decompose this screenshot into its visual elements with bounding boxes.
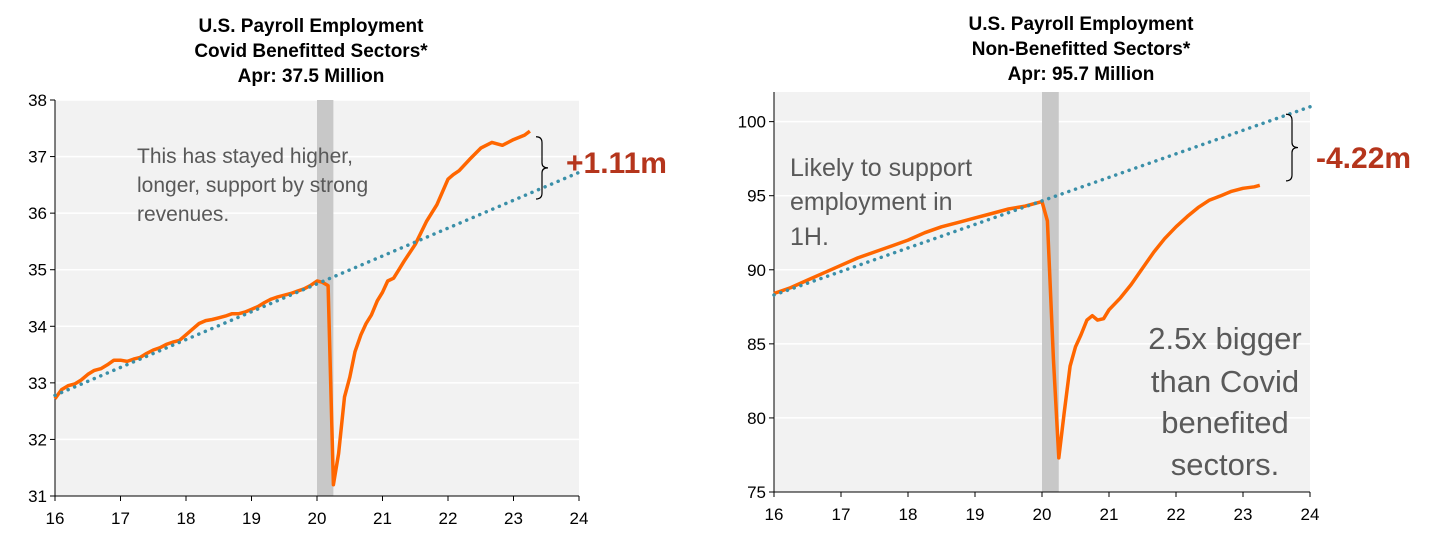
x-tick-label: 22 bbox=[1167, 505, 1186, 524]
y-tick-label: 80 bbox=[747, 409, 766, 428]
x-tick-label: 17 bbox=[111, 509, 130, 528]
covid-benefitted-chart: U.S. Payroll Employment Covid Benefitted… bbox=[28, 16, 667, 528]
annotation2-line-2: than Covid bbox=[1151, 364, 1299, 399]
gap-bracket bbox=[535, 136, 549, 200]
x-tick-label: 23 bbox=[1234, 505, 1253, 524]
chart-title-line-3: Apr: 37.5 Million bbox=[238, 66, 385, 87]
annotation-line-3: revenues. bbox=[137, 203, 229, 226]
x-tick-label: 17 bbox=[832, 505, 851, 524]
y-tick-label: 35 bbox=[28, 261, 47, 280]
x-tick-label: 23 bbox=[504, 509, 523, 528]
x-tick-label: 19 bbox=[966, 505, 985, 524]
chart-title-line-3: Apr: 95.7 Million bbox=[1008, 64, 1155, 85]
annotation-line-2: employment in bbox=[790, 188, 953, 216]
y-tick-label: 90 bbox=[747, 261, 766, 280]
annotation-line-1: This has stayed higher, bbox=[137, 145, 353, 168]
y-tick-label: 34 bbox=[28, 317, 47, 336]
y-tick-label: 100 bbox=[738, 113, 766, 132]
chart-title-line-2: Covid Benefitted Sectors* bbox=[194, 41, 428, 62]
y-tick-label: 85 bbox=[747, 335, 766, 354]
trend-line bbox=[53, 170, 581, 398]
annotation2-line-4: sectors. bbox=[1171, 447, 1280, 482]
x-tick-label: 20 bbox=[308, 509, 327, 528]
annotation-line-2: longer, support by strong bbox=[137, 174, 368, 197]
gap-bracket bbox=[1285, 113, 1299, 182]
y-tick-label: 36 bbox=[28, 204, 47, 223]
y-tick-label: 33 bbox=[28, 374, 47, 393]
delta-label: +1.11m bbox=[566, 147, 667, 180]
x-tick-label: 19 bbox=[242, 509, 261, 528]
y-tick-label: 95 bbox=[747, 187, 766, 206]
employment-line bbox=[53, 129, 531, 487]
y-tick-label: 75 bbox=[747, 483, 766, 502]
x-tick-label: 16 bbox=[46, 509, 65, 528]
non-benefitted-chart: U.S. Payroll Employment Non-Benefitted S… bbox=[738, 14, 1411, 524]
chart-title-line-2: Non-Benefitted Sectors* bbox=[972, 39, 1191, 60]
employment-line bbox=[773, 183, 1261, 460]
x-tick-label: 21 bbox=[373, 509, 392, 528]
x-tick-label: 24 bbox=[1301, 505, 1320, 524]
x-tick-label: 18 bbox=[899, 505, 918, 524]
covid-recession-band bbox=[317, 100, 334, 496]
annotation-line-3: 1H. bbox=[790, 223, 829, 251]
chart-title-line-1: U.S. Payroll Employment bbox=[199, 16, 425, 37]
y-tick-label: 32 bbox=[28, 430, 47, 449]
y-tick-label: 37 bbox=[28, 148, 47, 167]
y-tick-label: 38 bbox=[28, 91, 47, 110]
trend-line bbox=[772, 105, 1312, 297]
annotation2-line-1: 2.5x bigger bbox=[1148, 321, 1301, 356]
x-tick-label: 22 bbox=[439, 509, 458, 528]
x-tick-label: 24 bbox=[570, 509, 589, 528]
plot-area: 75 80 85 90 95 100 16 17 18 19 20 21 22 23 24 bbox=[738, 92, 1320, 524]
plot-area: 31 32 33 34 35 36 37 38 16 17 18 19 20 21 22 23 24 bbox=[28, 91, 588, 528]
x-tick-label: 20 bbox=[1033, 505, 1052, 524]
annotation2-line-3: benefited bbox=[1161, 405, 1289, 440]
x-tick-label: 16 bbox=[765, 505, 784, 524]
annotation-line-1: Likely to support bbox=[790, 154, 972, 182]
delta-label: -4.22m bbox=[1316, 142, 1411, 175]
x-tick-label: 18 bbox=[177, 509, 196, 528]
y-tick-label: 31 bbox=[28, 487, 47, 506]
chart-title-line-1: U.S. Payroll Employment bbox=[969, 14, 1195, 35]
x-tick-label: 21 bbox=[1100, 505, 1119, 524]
